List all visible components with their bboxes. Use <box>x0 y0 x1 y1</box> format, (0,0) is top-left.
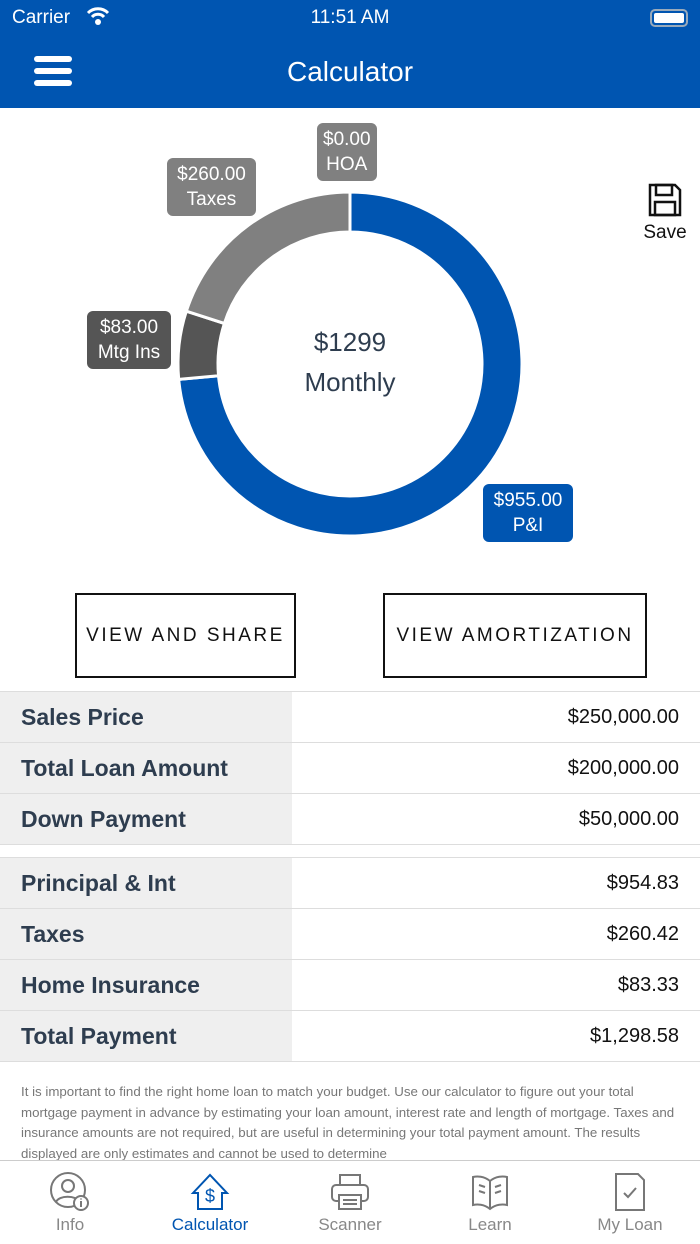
carrier-label: Carrier <box>12 7 71 28</box>
document-check-icon <box>615 1173 645 1211</box>
table-row[interactable]: Total Loan Amount $200,000.00 <box>0 743 700 794</box>
donut-slice-taxes <box>184 190 352 326</box>
table-row: Taxes $260.42 <box>0 909 700 960</box>
tab-learn[interactable]: Learn <box>420 1161 560 1244</box>
view-amortization-button[interactable]: VIEW AMORTIZATION <box>383 593 647 678</box>
tab-bar: Info $ Calculator Scanner Learn My Loan <box>0 1160 700 1244</box>
slice-label-hoa: $0.00 HOA <box>317 123 377 181</box>
tab-info[interactable]: Info <box>0 1161 140 1244</box>
house-dollar-icon: $ <box>190 1173 230 1210</box>
wifi-icon <box>86 7 110 25</box>
printer-icon <box>331 1174 369 1210</box>
clock: 11:51 AM <box>310 7 390 28</box>
svg-text:$: $ <box>205 1186 215 1206</box>
save-label: Save <box>643 222 687 243</box>
floppy-disk-icon <box>648 183 682 217</box>
table-row[interactable]: Down Payment $50,000.00 <box>0 794 700 845</box>
disclaimer-text: It is important to find the right home l… <box>21 1084 675 1160</box>
slice-label-mtg-ins: $83.00 Mtg Ins <box>87 311 171 369</box>
payment-donut-chart <box>176 190 524 538</box>
table-row[interactable]: Sales Price $250,000.00 <box>0 692 700 743</box>
battery-icon <box>650 9 688 27</box>
hamburger-menu-icon[interactable] <box>34 56 72 92</box>
view-and-share-button[interactable]: VIEW AND SHARE <box>75 593 296 678</box>
book-icon <box>472 1175 508 1211</box>
table-row: Home Insurance $83.33 <box>0 960 700 1011</box>
monthly-label: Monthly <box>304 367 396 397</box>
donut-slice-p-i <box>177 190 524 538</box>
table-row: Principal & Int $954.83 <box>0 858 700 909</box>
slice-label-taxes: $260.00 Taxes <box>167 158 256 216</box>
nav-bar: Carrier 11:51 AM Calculator <box>0 0 700 108</box>
slice-label-pi: $955.00 P&I <box>483 484 573 542</box>
loan-table: Sales Price $250,000.00 Total Loan Amount… <box>0 691 700 845</box>
monthly-total: $1299 <box>313 327 387 357</box>
page-title: Calculator <box>286 56 414 87</box>
tab-my-loan[interactable]: My Loan <box>560 1161 700 1244</box>
tab-calculator[interactable]: $ Calculator <box>140 1161 280 1244</box>
payment-table: Principal & Int $954.83 Taxes $260.42 Home… <box>0 857 700 1062</box>
donut-center: $1299 Monthly <box>250 322 450 402</box>
tab-scanner[interactable]: Scanner <box>280 1161 420 1244</box>
table-row: Total Payment $1,298.58 <box>0 1011 700 1062</box>
user-info-icon <box>50 1172 89 1211</box>
save-button[interactable]: Save <box>636 182 694 244</box>
